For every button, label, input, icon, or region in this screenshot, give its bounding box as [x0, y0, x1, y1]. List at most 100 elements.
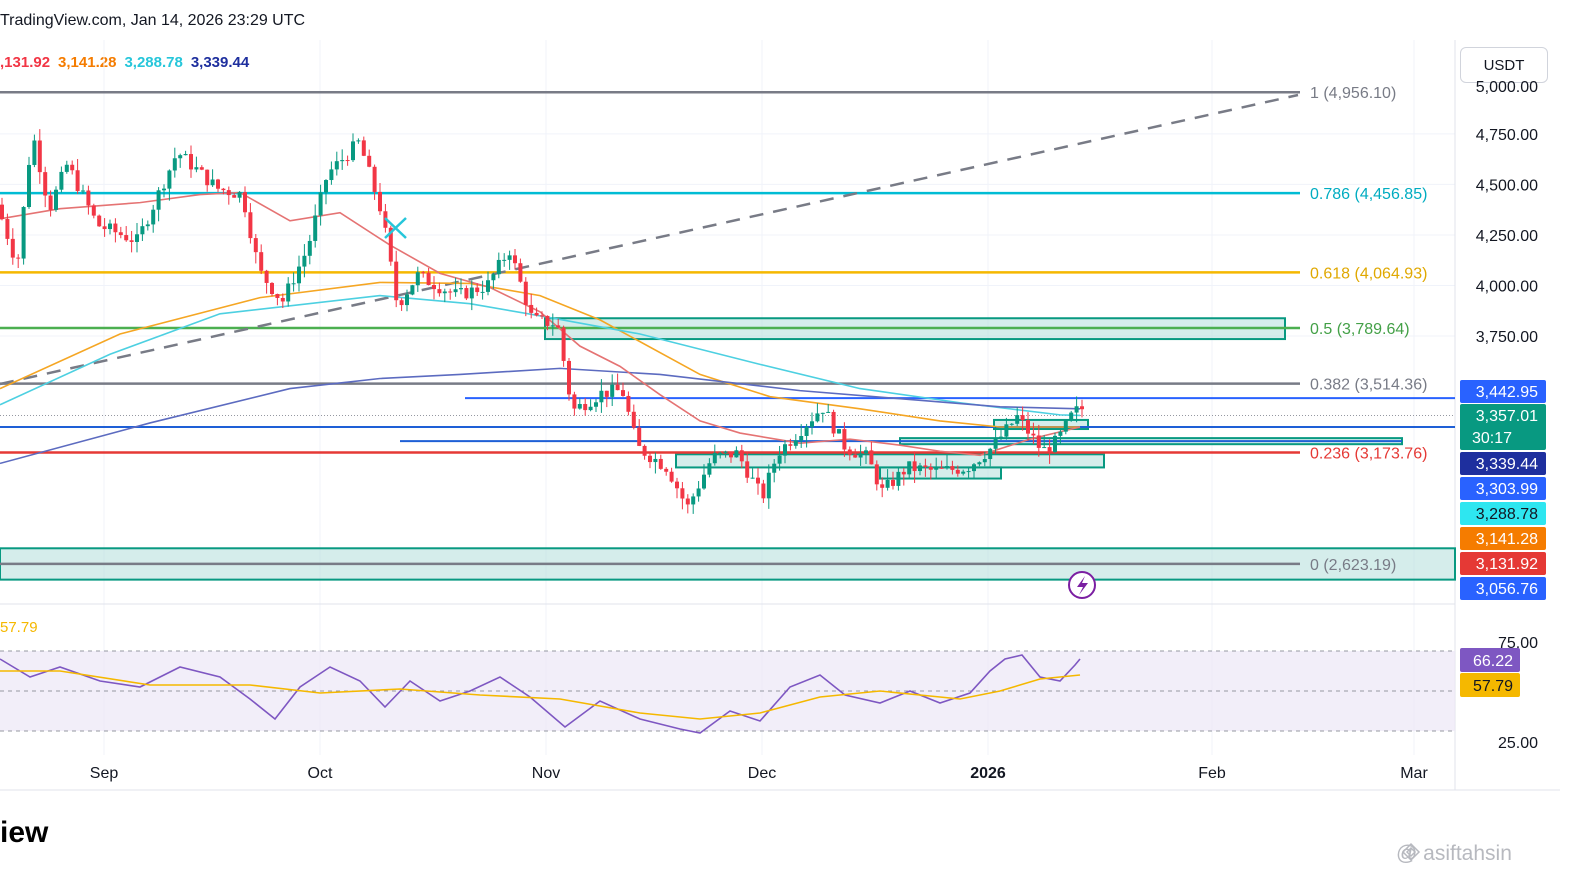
candle	[226, 186, 231, 205]
time-axis-label: Feb	[1198, 765, 1226, 782]
candle-body	[259, 252, 264, 271]
price-badge: 3,131.92	[1460, 552, 1546, 575]
candle	[945, 454, 949, 470]
candle	[345, 155, 350, 166]
candle-body	[194, 167, 199, 170]
rsi-value-badge-bg	[1460, 648, 1520, 672]
candle-body	[1080, 406, 1084, 410]
candle-body	[901, 471, 906, 475]
price-badge-label: 3,141.28	[1476, 531, 1538, 548]
candle-body	[604, 390, 609, 397]
candle	[118, 226, 123, 239]
candle-body	[1058, 431, 1063, 436]
candle	[615, 373, 620, 391]
candle	[124, 226, 129, 242]
candle	[874, 460, 879, 491]
lightning-icon-glyph	[1077, 576, 1088, 595]
price-badge-label: 3,442.95	[1476, 384, 1538, 401]
candle	[448, 288, 453, 300]
candle-body	[977, 462, 982, 465]
candle	[75, 159, 80, 194]
candle	[351, 133, 355, 163]
candle	[977, 461, 982, 467]
candle	[459, 278, 463, 295]
candle	[480, 280, 485, 300]
candle-body	[631, 411, 636, 428]
candle	[1042, 435, 1047, 449]
candle	[685, 494, 690, 514]
candle	[594, 398, 598, 413]
candle-body	[216, 179, 220, 189]
candle-body	[707, 463, 712, 475]
candle	[453, 277, 458, 297]
candle-body	[81, 190, 85, 192]
candle	[264, 269, 269, 294]
candle	[604, 390, 609, 408]
price-badge-bg	[1460, 502, 1546, 525]
ma-value-1: ,131.92	[0, 54, 51, 71]
candle-body	[167, 170, 172, 189]
candle-body	[156, 190, 161, 210]
candle	[194, 156, 199, 173]
candle	[761, 479, 766, 504]
candle-body	[675, 481, 679, 489]
candle	[1053, 432, 1057, 453]
price-tick-label-clipped: 5,000.00	[1476, 79, 1538, 96]
candle-body	[253, 238, 258, 253]
candle-body	[594, 402, 598, 407]
candle-body	[669, 471, 674, 482]
candle-body	[550, 325, 555, 327]
candle	[745, 451, 750, 483]
candle	[567, 358, 571, 401]
currency-selector-button[interactable]: USDT	[1460, 47, 1548, 83]
time-axis-label: Sep	[90, 765, 119, 782]
candle-body	[648, 455, 652, 463]
candle-body	[999, 436, 1003, 439]
candle-body	[945, 466, 949, 469]
candle-body	[388, 227, 393, 262]
candle-body	[448, 291, 453, 293]
candle	[1047, 439, 1052, 464]
candle	[43, 166, 48, 208]
candle	[1009, 423, 1014, 426]
candle	[291, 272, 296, 292]
candle-body	[399, 300, 404, 306]
candle	[777, 445, 782, 471]
candle	[783, 440, 787, 464]
candle	[259, 244, 264, 275]
candle-body	[291, 283, 296, 285]
candle	[27, 156, 31, 209]
candle-body	[815, 413, 820, 422]
candle-body	[1031, 433, 1036, 436]
candle-body	[637, 427, 642, 446]
candle	[156, 187, 161, 222]
candle-body	[70, 164, 75, 171]
candle	[442, 288, 447, 303]
candle-body	[739, 450, 744, 462]
candle-body	[5, 219, 10, 239]
candle-body	[0, 204, 4, 220]
candle-body	[696, 488, 701, 497]
candle	[178, 153, 183, 168]
candle-body	[691, 496, 696, 505]
rsi-ma-badge-label: 57.79	[1473, 678, 1513, 695]
candle	[696, 481, 701, 502]
candle	[653, 452, 658, 474]
price-badge: 3,141.28	[1460, 527, 1546, 550]
rsi-pane: 57.79 75.00 25.00 66.22 57.79	[0, 619, 1538, 752]
candle	[712, 444, 717, 466]
candle-body	[37, 140, 42, 173]
candle-body	[567, 360, 571, 395]
candle-body	[837, 429, 841, 434]
candle-body	[334, 161, 339, 170]
candle	[988, 447, 993, 467]
candle	[145, 220, 150, 231]
support-resistance-zones	[0, 317, 1456, 581]
candle-body	[54, 189, 58, 210]
candle	[858, 444, 863, 466]
candle	[880, 477, 885, 498]
candle-body	[1069, 412, 1074, 421]
candle-body	[453, 289, 458, 293]
candle	[680, 482, 685, 510]
